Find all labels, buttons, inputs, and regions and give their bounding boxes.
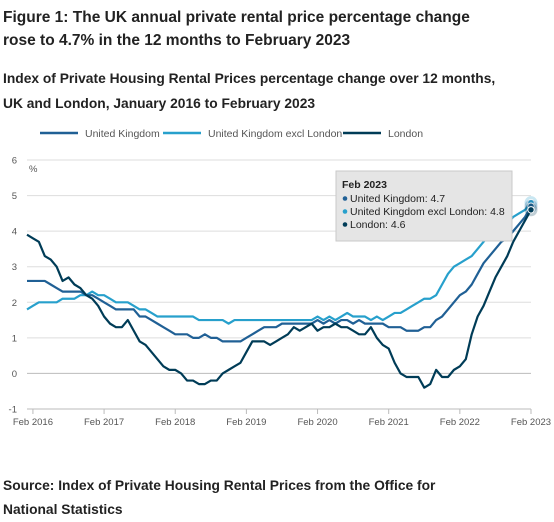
end-markers [524,196,538,217]
series-lines [26,201,532,389]
series-line-2 [26,201,532,325]
y-tick-label-6: 4 [12,227,17,238]
chart-title: Index of Private Housing Rental Prices p… [3,66,523,116]
y-tick-label-8: 6 [12,156,17,167]
y-unit-label: % [29,164,38,175]
tooltip-dot-1 [342,196,348,201]
legend-label-2: United Kingdom excl London [208,128,342,140]
source-line2: National Statistics [3,502,123,517]
source-note: Source: Index of Private Housing Rental … [3,474,523,522]
y-axis: -1 0 1 2 3 4 5 6% [9,156,38,416]
legend-label-3: London [388,128,423,140]
figure-title-line2: rose to 4.7% in the 12 months to Februar… [3,32,351,49]
chart-legend: United Kingdom United Kingdom excl London… [40,128,423,140]
y-tick-label-7: 5 [12,191,17,202]
tooltip-dot-2 [342,209,348,214]
chart-title-line1: Index of Private Housing Rental Prices p… [3,71,496,86]
x-tick-label-2: Feb 2017 [84,417,124,428]
legend-label-1: United Kingdom [85,128,160,140]
x-tick-label-1: Feb 2016 [13,417,53,428]
figure-title-line1: Figure 1: The UK annual private rental p… [3,9,470,26]
chart-title-line2: UK and London, January 2016 to February … [3,96,316,111]
x-tick-label-4: Feb 2019 [226,417,266,428]
source-line1: Source: Index of Private Housing Rental … [3,478,436,493]
tooltip-title: Feb 2023 [342,179,387,191]
marker-3 [527,206,535,214]
series-line-1 [27,205,532,343]
tooltip-box [335,170,513,242]
series-line-3 [26,209,532,389]
x-tick-label-5: Feb 2020 [297,417,337,428]
x-axis: Feb 2016 Feb 2017 Feb 2018 Feb 2019 Feb 2020… [13,408,551,428]
line-chart: United Kingdom United Kingdom excl London… [9,128,552,428]
y-tick-label-2: 0 [12,369,17,380]
tooltip-item-3: London: 4.6 [350,219,406,231]
y-tick-label-3: 1 [12,333,17,344]
x-tick-label-8: Feb 2023 [511,417,551,428]
x-tick-label-6: Feb 2021 [369,417,409,428]
y-tick-label-1: -1 [9,405,17,416]
tooltip-item-1: United Kingdom: 4.7 [350,193,445,205]
y-tick-label-5: 3 [12,262,17,273]
x-tick-label-7: Feb 2022 [440,417,480,428]
y-tick-label-4: 2 [12,298,17,309]
x-tick-label-3: Feb 2018 [155,417,195,428]
tooltip-dot-3 [342,222,348,227]
tooltip-item-2: United Kingdom excl London: 4.8 [350,206,505,218]
figure-title: Figure 1: The UK annual private rental p… [3,6,523,52]
